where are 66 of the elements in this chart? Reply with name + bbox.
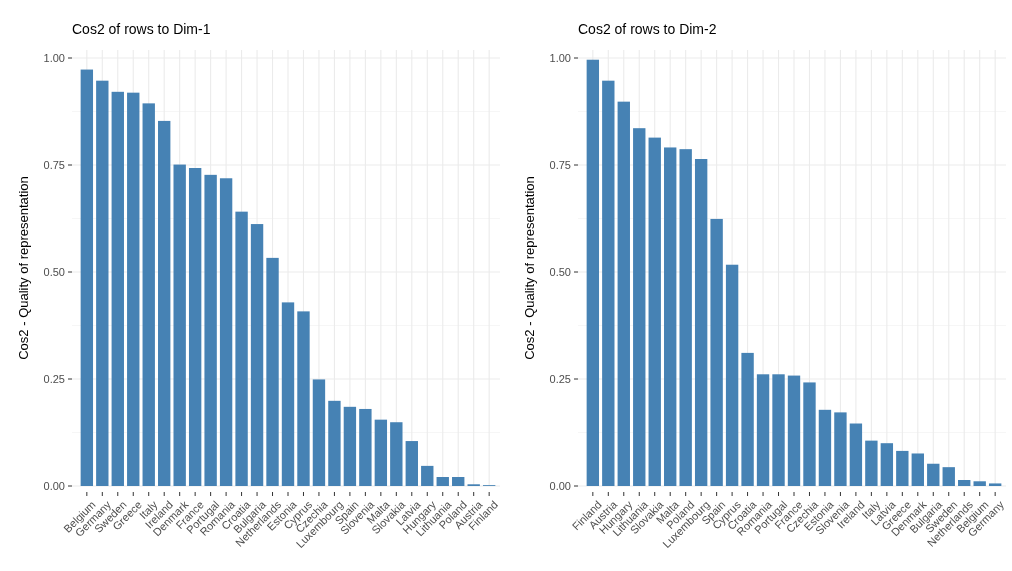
bar [235, 211, 248, 486]
bar [694, 159, 708, 486]
bar [297, 311, 310, 486]
bar [958, 480, 971, 486]
bar [188, 168, 202, 486]
y-tick-label: 0.25 [549, 372, 571, 385]
bar [266, 257, 279, 486]
bar [710, 218, 723, 486]
bar [204, 174, 217, 486]
bar [942, 467, 955, 486]
y-tick-label: 0.00 [549, 479, 571, 492]
bar [648, 137, 661, 486]
bar [436, 477, 449, 486]
bar [602, 80, 615, 486]
bar [173, 164, 186, 486]
y-tick-label: 1.00 [549, 51, 571, 64]
y-tick-label: 0.50 [549, 265, 571, 278]
bar [617, 101, 630, 486]
bar [452, 477, 465, 486]
bar [96, 80, 109, 486]
bar [405, 441, 418, 486]
y-tick-label: 0.75 [549, 158, 571, 171]
bar [421, 465, 434, 486]
bar [281, 302, 295, 486]
bar [250, 224, 264, 486]
bar [787, 375, 801, 486]
bar [772, 374, 785, 486]
bar [664, 147, 677, 486]
bar [818, 409, 832, 486]
bar [803, 382, 816, 486]
y-tick-label: 0.25 [43, 372, 65, 385]
chart-title: Cos2 of rows to Dim-2 [578, 21, 717, 37]
bar [328, 400, 341, 486]
bar [586, 59, 600, 486]
bar [390, 422, 403, 486]
bar [911, 453, 924, 486]
bar [111, 91, 124, 486]
bar [633, 128, 646, 486]
y-tick-label: 0.50 [43, 265, 65, 278]
bar [343, 406, 357, 486]
y-tick-label: 1.00 [43, 51, 65, 64]
chart-title: Cos2 of rows to Dim-1 [72, 21, 211, 37]
y-axis-title: Cos2 - Quality of representation [522, 176, 537, 360]
bar [849, 423, 863, 486]
bar [973, 481, 986, 486]
bar [741, 352, 754, 486]
bar [374, 419, 388, 486]
bar [988, 483, 1002, 486]
bar [80, 69, 94, 486]
bar [756, 374, 770, 486]
bar [312, 379, 326, 486]
bar [142, 103, 155, 486]
y-axis-title: Cos2 - Quality of representation [16, 176, 31, 360]
bar [896, 450, 909, 486]
bar [219, 178, 233, 486]
bar [359, 408, 372, 486]
bar [679, 149, 692, 486]
bar [865, 440, 878, 486]
bar [725, 264, 739, 486]
bar [127, 92, 140, 486]
bar [927, 463, 940, 486]
bar [158, 120, 171, 486]
y-tick-label: 0.75 [43, 158, 65, 171]
y-tick-label: 0.00 [43, 479, 65, 492]
bar [834, 412, 847, 486]
bar [880, 443, 894, 486]
